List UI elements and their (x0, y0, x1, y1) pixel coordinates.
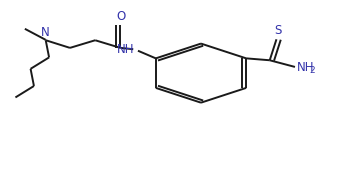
Text: NH: NH (297, 61, 314, 74)
Text: O: O (117, 10, 126, 23)
Text: N: N (41, 26, 50, 39)
Text: S: S (274, 24, 281, 37)
Text: 2: 2 (310, 66, 315, 75)
Text: NH: NH (117, 43, 135, 56)
